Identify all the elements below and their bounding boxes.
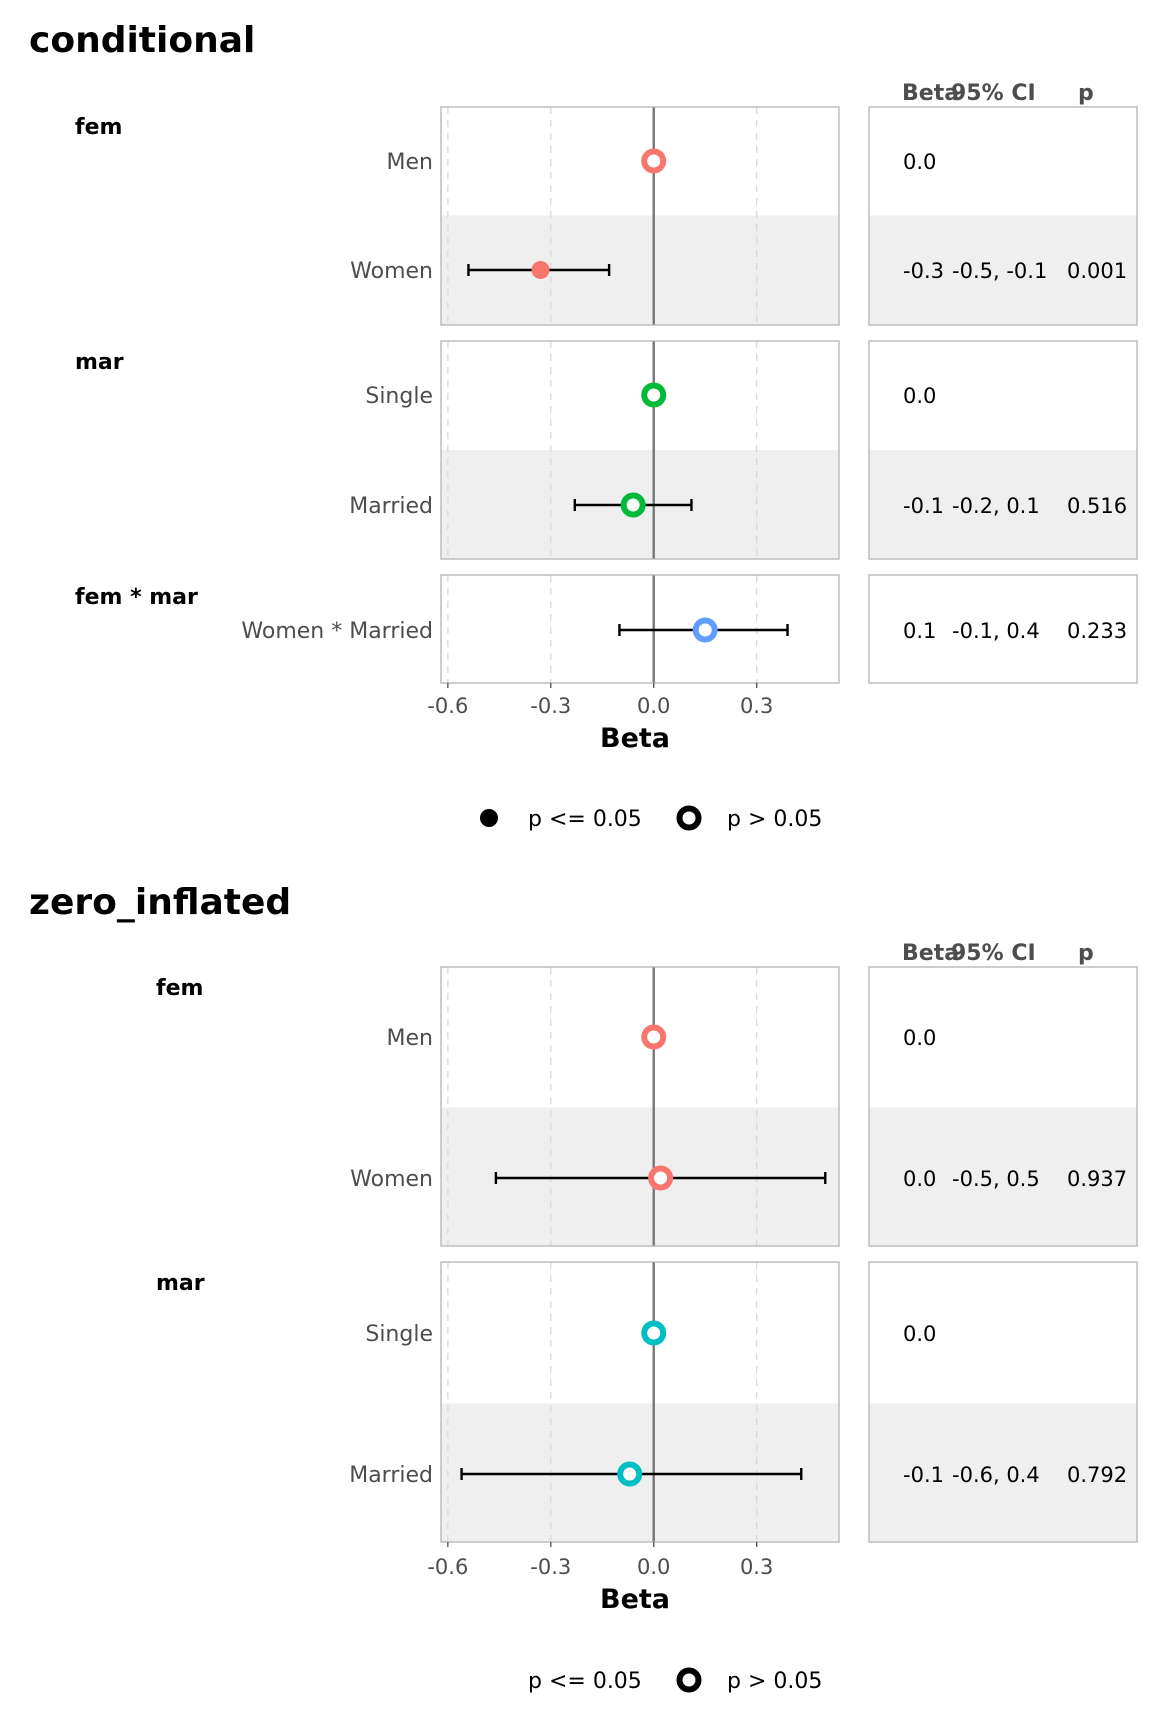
estimate-point <box>648 1165 674 1191</box>
x-tick-label: 0.0 <box>637 694 670 718</box>
beta-value: 0.0 <box>903 1026 936 1050</box>
plot-panel-border <box>440 340 840 560</box>
estimate-point <box>617 1461 643 1487</box>
group-panel: fem * mar Women * Married 0.1 -0.1, 0.4 0.23… <box>75 574 1138 684</box>
x-tick-label: 0.0 <box>637 1555 670 1579</box>
beta-value: 0.0 <box>903 384 936 408</box>
section-title: zero_inflated <box>29 882 291 923</box>
x-axis-title: Beta <box>600 723 670 754</box>
x-tick-label: 0.3 <box>740 694 773 718</box>
legend-label: p <= 0.05 <box>528 807 642 832</box>
group-label: mar <box>75 350 124 375</box>
group-label: mar <box>156 1271 205 1296</box>
legend-filled-marker <box>480 809 498 827</box>
beta-value: 0.0 <box>903 1167 936 1191</box>
x-axis-title: Beta <box>600 1584 670 1615</box>
table-header-p: p <box>1078 941 1094 966</box>
table-header-ci: 95% CI <box>951 941 1036 966</box>
beta-value: -0.1 <box>903 1463 944 1487</box>
estimate-point <box>531 261 550 279</box>
row-band <box>441 1107 839 1246</box>
x-tick-label: 0.3 <box>740 1555 773 1579</box>
table-panel-border <box>868 106 1138 326</box>
estimate-point <box>641 1320 667 1346</box>
p-value: 0.516 <box>1067 494 1127 518</box>
legend-hollow-marker <box>676 805 702 831</box>
table-header-beta: Beta <box>902 941 959 966</box>
x-tick-label: -0.6 <box>427 1555 468 1579</box>
beta-value: 0.1 <box>903 619 936 643</box>
beta-value: -0.3 <box>903 259 944 283</box>
term-label: Women <box>350 1167 433 1192</box>
x-tick-label: -0.3 <box>530 694 571 718</box>
plot-panel-border <box>440 966 840 1247</box>
group-label: fem * mar <box>75 585 198 610</box>
table-panel-border <box>868 340 1138 560</box>
group-panel: mar Single 0.0 Married -0.1 -0.2, 0.1 0.516 <box>75 340 1138 560</box>
legend-label: p <= 0.05 <box>528 1669 642 1694</box>
term-label: Men <box>387 150 433 175</box>
group-panel: fem Men 0.0 Women -0.3 -0.5, -0.1 0.001 <box>75 106 1138 326</box>
ci-value: -0.5, 0.5 <box>952 1167 1040 1191</box>
p-value: 0.233 <box>1067 619 1127 643</box>
ci-value: -0.1, 0.4 <box>952 619 1040 643</box>
term-label: Single <box>365 384 433 409</box>
table-row-band <box>869 1403 1137 1542</box>
plot-panel-border <box>440 106 840 326</box>
estimate-point <box>620 492 646 518</box>
legend: p <= 0.05 p > 0.05 <box>528 1667 822 1694</box>
table-row-band <box>869 215 1137 325</box>
plot-panel-border <box>440 1261 840 1543</box>
legend-label: p > 0.05 <box>727 1669 822 1694</box>
estimate-point <box>641 1024 667 1050</box>
table-row-band <box>869 450 1137 559</box>
legend: p <= 0.05 p > 0.05 <box>480 805 822 832</box>
term-label: Single <box>365 1322 433 1347</box>
term-label: Men <box>387 1026 433 1051</box>
plot-panel-border <box>440 574 840 684</box>
table-panel-border <box>868 966 1138 1247</box>
ci-value: -0.5, -0.1 <box>952 259 1047 283</box>
table-panel-border <box>868 574 1138 684</box>
table-panel-border <box>868 1261 1138 1543</box>
legend-label: p > 0.05 <box>727 807 822 832</box>
table-row-band <box>869 1107 1137 1246</box>
estimate-point <box>641 148 667 174</box>
beta-value: -0.1 <box>903 494 944 518</box>
table-header-ci: 95% CI <box>951 81 1036 106</box>
estimate-point <box>641 382 667 408</box>
group-panel: fem Men 0.0 Women 0.0 -0.5, 0.5 0.937 <box>156 966 1138 1247</box>
term-label: Married <box>349 494 433 519</box>
beta-value: 0.0 <box>903 1322 936 1346</box>
section-title: conditional <box>29 20 255 61</box>
estimate-point <box>692 617 718 643</box>
group-panel: mar Single 0.0 Married -0.1 -0.6, 0.4 0.792 <box>156 1261 1138 1543</box>
term-label: Women <box>350 259 433 284</box>
term-label: Women * Married <box>241 619 433 644</box>
beta-value: 0.0 <box>903 150 936 174</box>
p-value: 0.001 <box>1067 259 1127 283</box>
p-value: 0.937 <box>1067 1167 1127 1191</box>
table-header-p: p <box>1078 81 1094 106</box>
term-label: Married <box>349 1463 433 1488</box>
table-header-beta: Beta <box>902 81 959 106</box>
p-value: 0.792 <box>1067 1463 1127 1487</box>
x-tick-label: -0.6 <box>427 694 468 718</box>
group-label: fem <box>75 115 122 140</box>
group-label: fem <box>156 976 203 1001</box>
legend-hollow-marker <box>676 1667 702 1693</box>
ci-value: -0.2, 0.1 <box>952 494 1040 518</box>
ci-value: -0.6, 0.4 <box>952 1463 1040 1487</box>
x-tick-label: -0.3 <box>530 1555 571 1579</box>
